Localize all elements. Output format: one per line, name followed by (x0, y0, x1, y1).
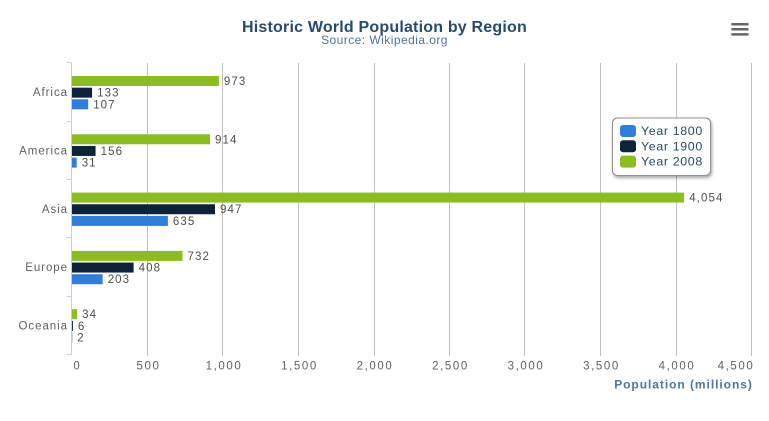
svg-text:947: 947 (220, 204, 243, 216)
svg-text:732: 732 (188, 251, 211, 263)
svg-text:3,000: 3,000 (508, 361, 545, 373)
svg-text:1,500: 1,500 (281, 361, 318, 373)
svg-text:914: 914 (215, 134, 238, 146)
svg-text:34: 34 (82, 309, 97, 321)
svg-text:Asia: Asia (42, 204, 68, 216)
svg-text:Year 1800: Year 1800 (641, 124, 703, 138)
svg-text:Year 2008: Year 2008 (641, 155, 703, 169)
svg-text:2,000: 2,000 (357, 361, 394, 373)
svg-text:Europe: Europe (25, 262, 68, 274)
svg-text:156: 156 (101, 146, 124, 158)
svg-text:6: 6 (78, 321, 86, 333)
svg-text:133: 133 (97, 88, 120, 100)
svg-text:31: 31 (82, 158, 97, 170)
svg-text:2: 2 (77, 333, 85, 345)
svg-text:408: 408 (139, 263, 162, 275)
svg-text:635: 635 (173, 216, 196, 228)
svg-text:4,054: 4,054 (689, 193, 723, 205)
svg-text:4,500: 4,500 (718, 361, 755, 373)
svg-text:1,000: 1,000 (206, 361, 243, 373)
svg-text:0: 0 (73, 361, 81, 373)
svg-text:107: 107 (93, 99, 116, 111)
svg-text:973: 973 (224, 76, 247, 88)
svg-text:3,500: 3,500 (583, 361, 620, 373)
svg-text:Source: Wikipedia.org: Source: Wikipedia.org (321, 33, 448, 47)
svg-text:2,500: 2,500 (432, 361, 469, 373)
svg-text:America: America (19, 145, 68, 157)
svg-text:Population (millions): Population (millions) (614, 378, 753, 392)
svg-text:203: 203 (108, 274, 131, 286)
svg-text:Year 1900: Year 1900 (641, 139, 703, 153)
svg-text:500: 500 (137, 361, 161, 373)
svg-text:4,000: 4,000 (659, 361, 696, 373)
svg-text:Africa: Africa (33, 87, 68, 99)
svg-text:Oceania: Oceania (19, 320, 68, 332)
